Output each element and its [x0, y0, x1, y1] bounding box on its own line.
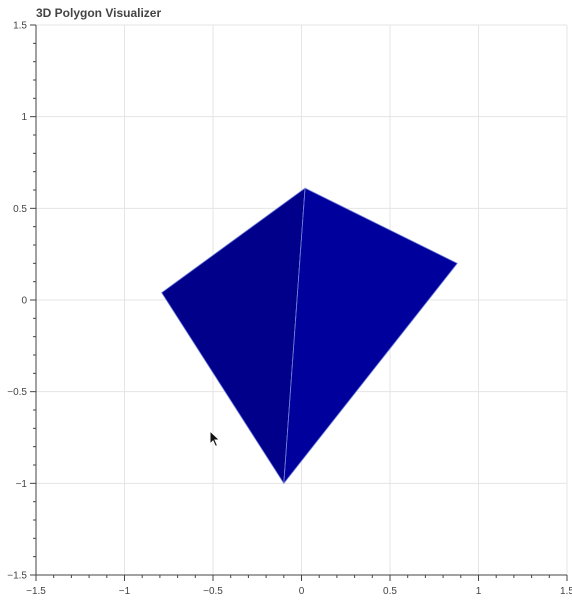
polygon [161, 187, 458, 484]
y-tick-label: 1 [21, 112, 27, 123]
x-tick-label: 0 [299, 586, 305, 597]
polygon-diagonal-edge [283, 188, 306, 484]
y-tick-label: 0 [21, 296, 27, 307]
y-tick-label: 0.5 [13, 204, 27, 215]
y-tick-label: −0.5 [7, 387, 27, 398]
x-tick-label: 1.5 [560, 586, 572, 597]
face-right [283, 187, 458, 484]
x-tick-label: −0.5 [203, 586, 223, 597]
face-left [161, 187, 306, 484]
x-tick-label: −1 [119, 586, 131, 597]
y-tick-label: 1.5 [13, 21, 27, 32]
axes: −1.5 −1 −0.5 0 0.5 1 1.5 −1.5 −1 −0.5 0 0.5 1 1.5 [7, 21, 572, 598]
y-tick-label: −1 [16, 479, 28, 490]
mouse-cursor-icon [209, 430, 221, 448]
y-tick-label: −1.5 [7, 571, 27, 582]
chart-title: 3D Polygon Visualizer [36, 6, 162, 20]
x-tick-label: 0.5 [383, 586, 397, 597]
x-tick-label: −1.5 [26, 586, 46, 597]
x-tick-label: 1 [476, 586, 482, 597]
